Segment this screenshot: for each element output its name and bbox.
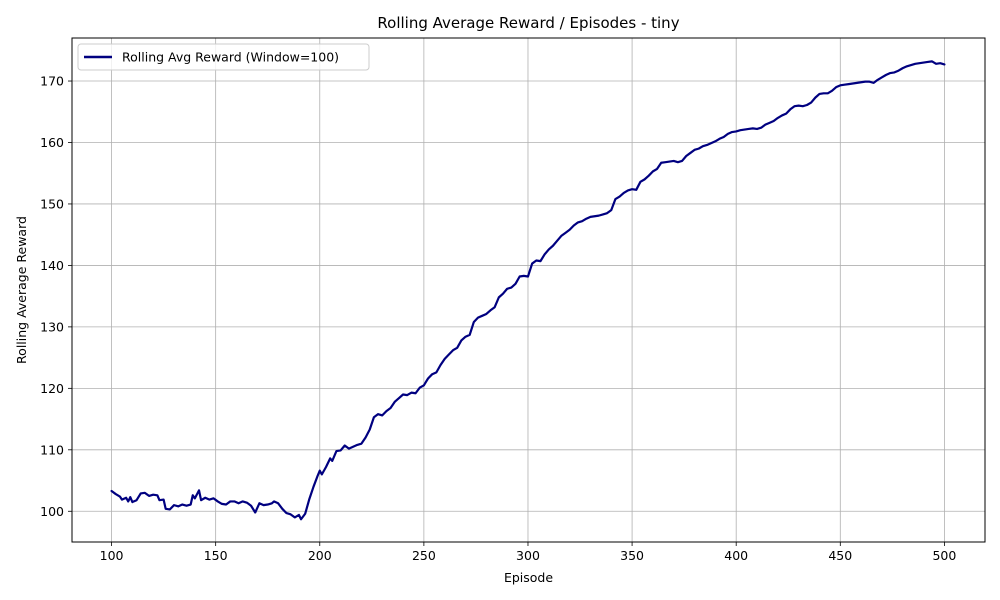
y-axis-title: Rolling Average Reward (14, 216, 29, 364)
x-tick-label: 300 (516, 548, 540, 563)
x-tick-label: 500 (932, 548, 956, 563)
x-tick-label: 250 (412, 548, 436, 563)
legend-label: Rolling Avg Reward (Window=100) (122, 50, 339, 65)
y-tick-label: 100 (40, 504, 64, 519)
x-tick-label: 100 (100, 548, 124, 563)
y-tick-label: 130 (40, 319, 64, 334)
chart-title: Rolling Average Reward / Episodes - tiny (377, 14, 679, 32)
y-tick-label: 160 (40, 135, 64, 150)
x-tick-label: 150 (204, 548, 228, 563)
y-tick-label: 170 (40, 74, 64, 89)
x-tick-label: 200 (308, 548, 332, 563)
x-axis-title: Episode (504, 570, 553, 585)
legend: Rolling Avg Reward (Window=100) (77, 43, 370, 71)
tick-marks: 100 150 200 250 300 350 400 450 500 100 110 120 130 1… (40, 74, 956, 563)
x-tick-label: 400 (724, 548, 748, 563)
y-tick-label: 120 (40, 381, 64, 396)
x-tick-label: 450 (828, 548, 852, 563)
grid-lines (72, 38, 985, 542)
y-tick-label: 140 (40, 258, 64, 273)
x-tick-label: 350 (620, 548, 644, 563)
series-line (110, 60, 946, 521)
plot-frame (71, 37, 986, 543)
y-tick-label: 150 (40, 196, 64, 211)
series-layer (110, 60, 946, 521)
legend-box (77, 43, 370, 71)
y-tick-label: 110 (40, 442, 64, 457)
